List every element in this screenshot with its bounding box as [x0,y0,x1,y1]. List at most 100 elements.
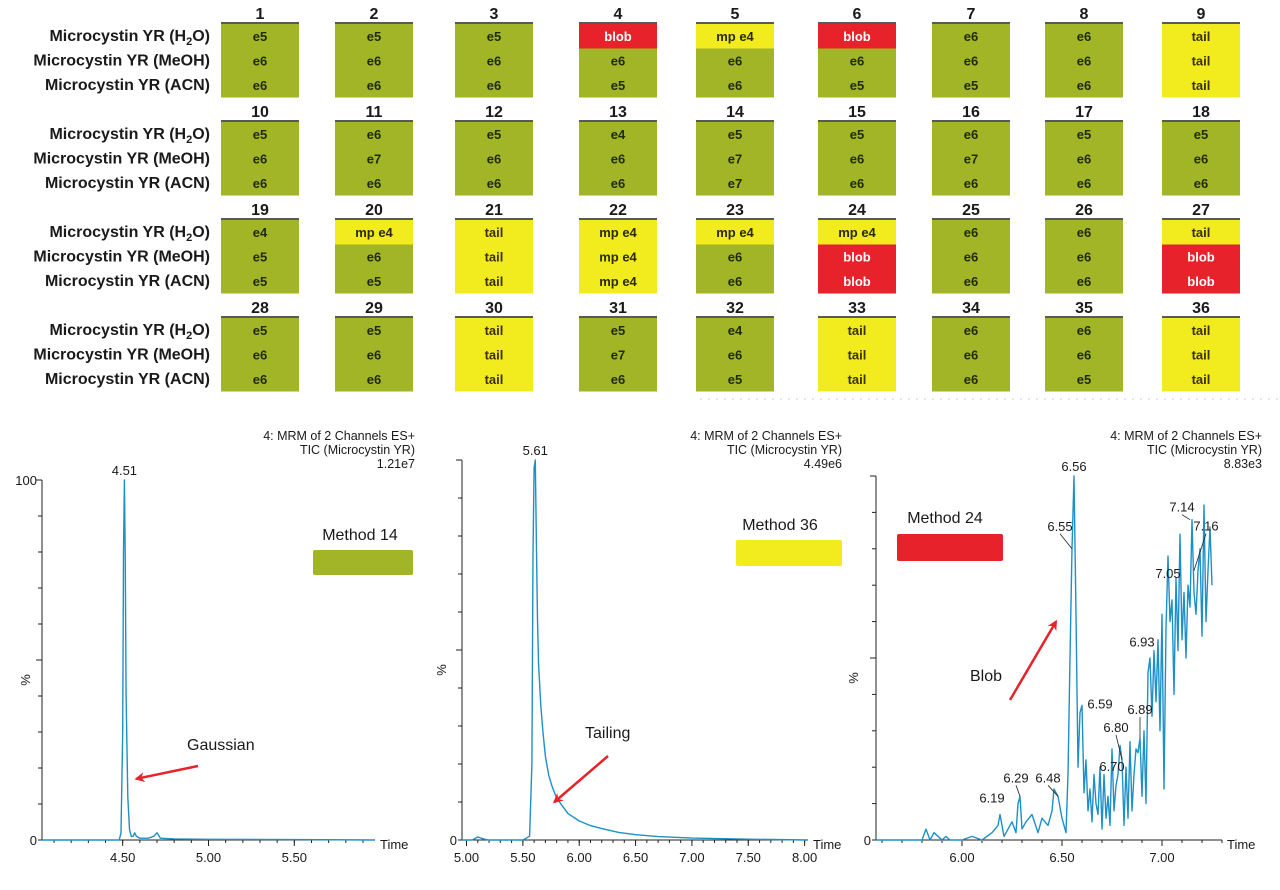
result-cell [335,342,413,367]
compound-name: Microcystin YR (MeOH) [33,249,210,266]
result-cell [335,146,413,171]
result-cell-value: blob [604,29,631,44]
result-cell-value: tail [848,372,867,387]
result-cell [335,48,413,73]
result-cell [696,244,774,269]
method-number: 10 [251,104,269,121]
result-cell-value: tail [1192,372,1211,387]
method-number: 36 [1192,300,1210,317]
result-cell-value: e4 [611,127,626,142]
result-cell-value: e5 [728,127,742,142]
result-cell [221,73,299,98]
result-cell-value: tail [1192,29,1211,44]
result-cell [579,244,657,269]
result-cell-value: tail [1192,323,1211,338]
result-cell [696,318,774,343]
result-cell-value: e6 [253,348,267,363]
result-cell-value: e6 [964,348,978,363]
result-cell-value: e6 [728,274,742,289]
method-number: 8 [1080,6,1089,23]
method-number: 7 [967,6,976,23]
y-tick-label: 100 [15,473,37,488]
result-cell [1045,171,1123,196]
compound-subscript: 2 [186,134,192,146]
method-number: 3 [490,6,499,23]
result-cell-value: tail [848,323,867,338]
y-axis-label: % [18,674,33,686]
result-cell [579,342,657,367]
chromatogram-3: 4: MRM of 2 Channels ES+TIC (Microcystin… [846,429,1262,865]
result-cell [1162,269,1240,294]
method-number: 5 [731,6,740,23]
chart-header-line: 4: MRM of 2 Channels ES+ [690,429,842,443]
result-cell-value: e6 [964,176,978,191]
result-cell [335,318,413,343]
result-cell [1045,342,1123,367]
chart-header-line: 8.83e3 [1224,457,1262,471]
peak-label: 6.56 [1061,459,1086,474]
result-cell [455,48,533,73]
result-cell [335,171,413,196]
chromatogram-1: 4: MRM of 2 Channels ES+TIC (Microcystin… [15,429,415,865]
result-cell-value: tail [485,225,504,240]
annotation-arrow [552,755,609,804]
result-cell [1045,48,1123,73]
peak-label: 7.16 [1193,519,1218,534]
result-cell-value: e6 [964,250,978,265]
result-cell [335,122,413,147]
y-tick-label: 0 [30,833,37,848]
x-tick-label: 6.50 [623,850,648,865]
result-cell-value: e6 [611,54,625,69]
result-cell-value: e6 [1194,176,1208,191]
result-cell-value: e6 [253,372,267,387]
result-cell-value: tail [485,372,504,387]
result-cell-value: e6 [728,250,742,265]
result-cell-value: e6 [367,348,381,363]
method-number: 28 [251,300,269,317]
result-cell-value: e6 [1194,152,1208,167]
result-cell-value: e6 [728,348,742,363]
result-cell [335,367,413,392]
result-cell [1045,146,1123,171]
method-number: 20 [365,202,383,219]
compound-row-label: Microcystin YR (ACN) [45,273,210,290]
annotation-text: Tailing [585,725,630,742]
y-tick-label: 0 [450,833,457,848]
compound-suffix: O) [192,126,210,143]
result-cell [1162,367,1240,392]
result-cell [221,269,299,294]
result-cell [696,342,774,367]
result-cell-value: e5 [487,29,501,44]
compound-suffix: O) [192,28,210,45]
result-cell [455,367,533,392]
compound-name: Microcystin YR (ACN) [45,175,210,192]
result-cell [221,146,299,171]
result-cell [455,244,533,269]
result-cell-value: e6 [964,372,978,387]
compound-row-label: Microcystin YR (MeOH) [33,151,210,168]
result-cell-value: e5 [1194,127,1208,142]
result-cell-value: tail [1192,348,1211,363]
compound-row-label: Microcystin YR (ACN) [45,175,210,192]
result-cell [221,48,299,73]
result-cell-value: e6 [1077,323,1091,338]
method-number: 11 [366,104,383,121]
result-cell-value: e5 [253,250,267,265]
method-number: 32 [726,300,744,317]
method-number: 29 [365,300,383,317]
result-cell-value: e6 [1077,274,1091,289]
peak-label: 7.14 [1169,500,1194,515]
x-axis-label: Time [813,837,841,852]
result-cell-value: mp e4 [355,225,393,240]
x-tick-label: 5.00 [454,850,479,865]
compound-row-label: Microcystin YR (H2O) [49,28,210,48]
compound-name: Microcystin YR (H [49,322,186,339]
result-cell-value: e5 [487,127,501,142]
compound-name: Microcystin YR (ACN) [45,371,210,388]
result-cell [579,146,657,171]
result-cell-value: e5 [1077,372,1091,387]
result-cell [579,171,657,196]
legend-label: Method 14 [322,527,398,544]
result-cell [1162,146,1240,171]
legend-swatch [736,540,842,566]
